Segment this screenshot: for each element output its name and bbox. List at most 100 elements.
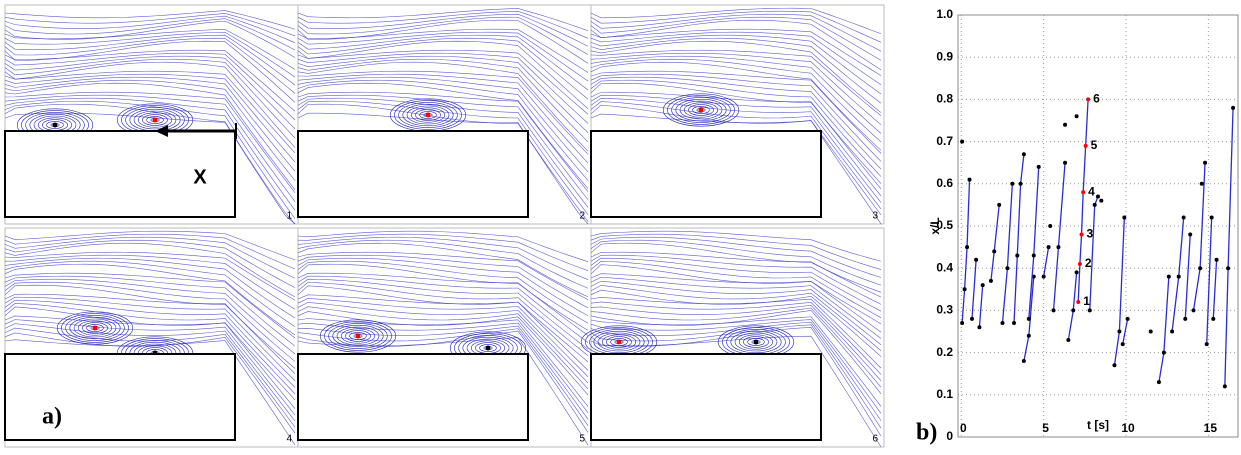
track-line — [1029, 167, 1039, 319]
track-point — [1081, 190, 1085, 194]
track-point — [1182, 216, 1186, 220]
x-tick-label: 10 — [1121, 421, 1135, 435]
track-line — [1185, 234, 1190, 318]
track-line — [1044, 247, 1049, 277]
track-point — [1122, 216, 1126, 220]
track-point — [1203, 161, 1207, 165]
track-point — [1019, 182, 1023, 186]
track-point — [1096, 194, 1100, 198]
panel-number: 1 — [286, 211, 292, 222]
body-block — [591, 354, 821, 440]
track-point — [1037, 165, 1041, 169]
track-line — [991, 205, 999, 281]
track-point — [1066, 338, 1070, 342]
track-line — [1172, 218, 1184, 332]
track-point — [970, 317, 974, 321]
vortex-core — [699, 108, 704, 113]
track-line — [1014, 154, 1024, 323]
track-point — [974, 258, 978, 262]
track-point — [1188, 232, 1192, 236]
track-line — [1090, 196, 1098, 310]
track-point — [968, 178, 972, 182]
x-axis-label: t [s] — [1087, 418, 1109, 432]
isolated-point — [1063, 123, 1067, 127]
track-point — [1032, 254, 1036, 258]
track-point — [1086, 97, 1090, 101]
track-line — [1054, 163, 1066, 311]
flow-panel: 5 — [298, 228, 591, 447]
point-label: 4 — [1088, 184, 1095, 198]
track-point — [960, 321, 964, 325]
y-tick-label: 0.7 — [936, 134, 953, 148]
track-point — [1052, 308, 1056, 312]
vortex-core — [426, 113, 431, 118]
track-point — [1112, 363, 1116, 367]
y-tick-label: 0.4 — [936, 260, 953, 274]
track-line — [1159, 277, 1169, 383]
track-point — [1093, 203, 1097, 207]
track-point — [1211, 317, 1215, 321]
body-block — [298, 131, 528, 217]
track-point — [1198, 266, 1202, 270]
point-label: 5 — [1091, 138, 1098, 152]
y-tick-label: 0.5 — [936, 218, 953, 232]
y-tick-label: 1.0 — [936, 7, 953, 21]
track-point — [1022, 152, 1026, 156]
body-block — [5, 354, 235, 440]
track-point — [997, 203, 1001, 207]
track-point — [1063, 161, 1067, 165]
track-line — [1207, 218, 1212, 345]
track-point — [1117, 330, 1121, 334]
y-tick-label: 0.2 — [936, 345, 953, 359]
track-line — [1078, 99, 1088, 302]
flow-panel: 6 — [581, 228, 884, 447]
track-point — [1170, 330, 1174, 334]
vortex-core — [754, 340, 759, 345]
flow-panels: 123 4 5 6 — [5, 5, 884, 447]
track-point — [1027, 317, 1031, 321]
y-tick-label: 0.8 — [936, 92, 953, 106]
track-point — [965, 245, 969, 249]
flow-panel: 3 — [591, 5, 884, 224]
panel-number: 4 — [286, 434, 292, 445]
isolated-point — [1099, 199, 1103, 203]
vortex-core — [617, 340, 622, 345]
x-tick-label: 5 — [1042, 421, 1049, 435]
flow-panel: 2 — [298, 5, 591, 224]
track-point — [1076, 300, 1080, 304]
track-point — [1162, 351, 1166, 355]
track-line — [962, 180, 969, 323]
vortex-core — [486, 346, 491, 351]
isolated-point — [960, 140, 964, 144]
track-point — [1012, 321, 1016, 325]
track-point — [981, 283, 985, 287]
track-point — [1223, 384, 1227, 388]
isolated-point — [1048, 224, 1052, 228]
panel-number: 5 — [579, 434, 585, 445]
isolated-point — [1149, 330, 1153, 334]
panel-number: 6 — [872, 434, 878, 445]
track-point — [1042, 275, 1046, 279]
isolated-point — [1075, 114, 1079, 118]
vortex-core — [356, 334, 361, 339]
track-point — [1226, 266, 1230, 270]
y-tick-label: 0.3 — [936, 303, 953, 317]
track-point — [1192, 308, 1196, 312]
track-point — [989, 279, 993, 283]
track-point — [1088, 308, 1092, 312]
body-block — [591, 131, 821, 217]
x-tick-label: 15 — [1204, 421, 1218, 435]
track-line — [1123, 319, 1128, 344]
track-point — [1010, 182, 1014, 186]
track-point — [1015, 254, 1019, 258]
figure: 123456 a) b) X t [s] x/L 00.10.20.30.40.… — [0, 0, 1241, 450]
arrow-label: X — [193, 166, 207, 188]
y-tick-label: 0.9 — [936, 49, 953, 63]
vortex-core — [153, 118, 158, 123]
track-point — [1075, 270, 1079, 274]
track-point — [1022, 359, 1026, 363]
track-point — [1121, 342, 1125, 346]
track-point — [1177, 275, 1181, 279]
body-block — [298, 354, 528, 440]
flow-panel: 1 — [5, 5, 298, 224]
